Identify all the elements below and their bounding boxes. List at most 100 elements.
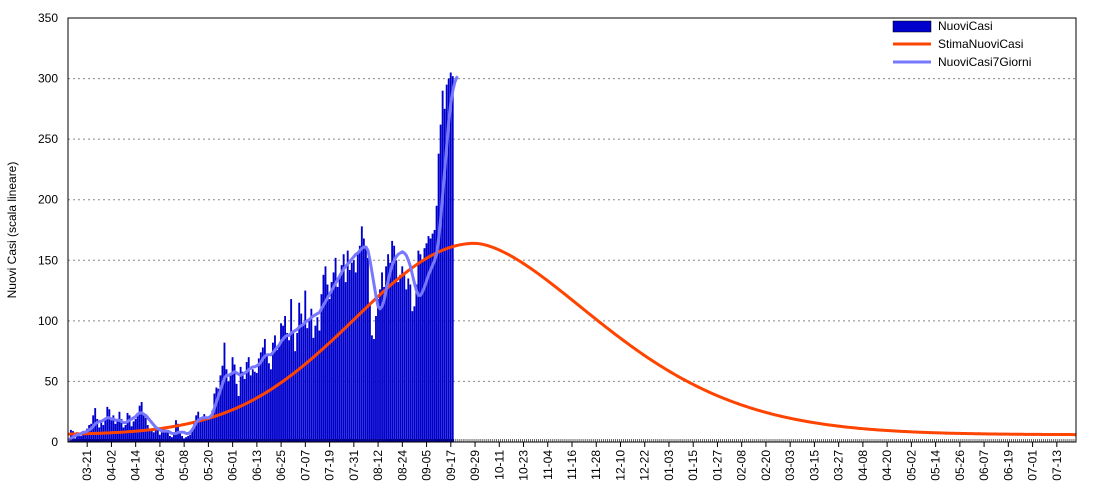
bar-nuovi-casi [193,422,196,442]
bar-nuovi-casi [148,428,151,442]
bar-nuovi-casi [164,429,167,442]
bar-nuovi-casi [385,266,388,442]
bar-nuovi-casi [209,415,212,442]
bar-nuovi-casi [330,282,333,442]
x-tick-label: 07-19 [323,450,337,481]
bar-nuovi-casi [324,266,327,442]
x-tick-label: 03-15 [807,450,821,481]
bar-nuovi-casi [356,253,359,442]
bar-nuovi-casi [290,299,293,442]
x-tick-label: 03-27 [832,450,846,481]
x-tick-label: 03-03 [783,450,797,481]
bar-nuovi-casi [298,302,301,442]
bar-nuovi-casi [403,272,406,442]
bar-nuovi-casi [130,426,133,442]
x-tick-label: 01-27 [710,450,724,481]
bar-nuovi-casi [82,433,84,442]
bar-nuovi-casi [364,248,367,442]
bar-nuovi-casi [203,414,206,442]
bar-nuovi-casi [150,431,153,442]
x-tick-label: 12-22 [638,450,652,481]
bar-nuovi-casi [433,230,436,442]
bar-nuovi-casi [377,299,379,442]
bar-nuovi-casi [326,284,329,442]
bar-nuovi-casi [160,431,163,442]
x-tick-label: 02-08 [735,450,749,481]
x-tick-label: 07-07 [298,450,312,481]
bar-nuovi-casi [304,290,307,442]
bar-nuovi-casi [371,335,373,442]
x-tick-label: 09-17 [444,450,458,481]
bar-nuovi-casi [308,318,311,442]
x-tick-label: 04-26 [153,450,167,481]
x-tick-label: 05-02 [904,450,918,481]
legend-swatch [892,20,932,33]
bar-nuovi-casi [387,254,390,442]
x-tick-label: 11-28 [589,450,603,480]
x-tick-label: 06-19 [1001,450,1015,481]
bar-nuovi-casi [393,245,396,442]
bar-nuovi-casi [86,428,89,442]
y-tick-label: 250 [38,132,58,146]
bar-nuovi-casi [195,415,198,442]
x-tick-label: 08-24 [395,450,409,481]
bar-nuovi-casi [449,72,452,442]
bar-nuovi-casi [391,240,394,442]
x-tick-label: 07-31 [347,450,361,481]
bar-nuovi-casi [306,328,309,442]
bar-nuovi-casi [373,339,375,442]
legend-label: StimaNuoviCasi [938,37,1023,51]
legend-label: NuoviCasi7Giorni [938,55,1031,69]
bar-nuovi-casi [451,76,454,443]
bar-nuovi-casi [80,435,82,442]
bar-nuovi-casi [395,260,398,442]
bar-nuovi-casi [368,302,371,442]
bar-nuovi-casi [241,371,244,442]
bar-nuovi-casi [219,375,222,442]
x-tick-label: 10-11 [492,450,506,480]
line-series [67,75,1077,442]
x-tick-label: 07-13 [1050,450,1064,481]
bar-nuovi-casi [358,245,361,442]
x-tick-label: 09-29 [468,450,482,481]
bar-nuovi-casi [124,425,127,442]
bar-nuovi-casi [221,365,224,442]
x-tick-label: 06-13 [250,450,264,481]
y-tick-label: 50 [45,374,59,388]
bar-nuovi-casi [263,339,266,442]
bar-nuovi-casi [239,366,242,442]
bar-nuovi-casi [265,354,268,442]
bar-nuovi-casi [136,415,139,442]
bar-nuovi-casi [272,342,274,442]
bar-nuovi-casi [302,323,305,442]
x-tick-label: 04-08 [856,450,870,481]
bar-nuovi-casi [419,254,422,442]
bar-nuovi-casi [183,438,185,442]
bar-nuovi-casi [320,294,323,442]
bar-nuovi-casi [397,282,400,442]
bar-nuovi-casi [140,402,143,442]
x-tick-label: 03-21 [80,450,94,481]
bar-nuovi-casi [189,434,192,442]
legend: NuoviCasi StimaNuoviCasi NuoviCasi7Giorni [892,19,1031,69]
bar-nuovi-casi [187,435,190,442]
bar-nuovi-casi [310,308,313,442]
bar-nuovi-casi [243,379,246,442]
bar-nuovi-casi [381,272,383,442]
bar-nuovi-casi [191,429,194,442]
bar-nuovi-casi [366,257,369,442]
x-tick-label: 04-02 [104,450,118,481]
bar-nuovi-casi [96,418,99,442]
bar-nuovi-casi [156,429,159,442]
bar-nuovi-casi [318,330,321,442]
bar-nuovi-casi [312,337,315,442]
bar-nuovi-casi [407,278,410,442]
bar-nuovi-casi [439,124,442,443]
bar-nuovi-casi [229,375,232,442]
bar-nuovi-casi [104,417,107,442]
axes: 0 50 100 150 200 250 300 350 03-21 04-02 04-14 04-2… [38,11,1077,481]
bar-nuovi-casi [267,363,270,442]
bar-nuovi-casi [288,340,291,442]
x-tick-label: 07-01 [1026,450,1040,481]
